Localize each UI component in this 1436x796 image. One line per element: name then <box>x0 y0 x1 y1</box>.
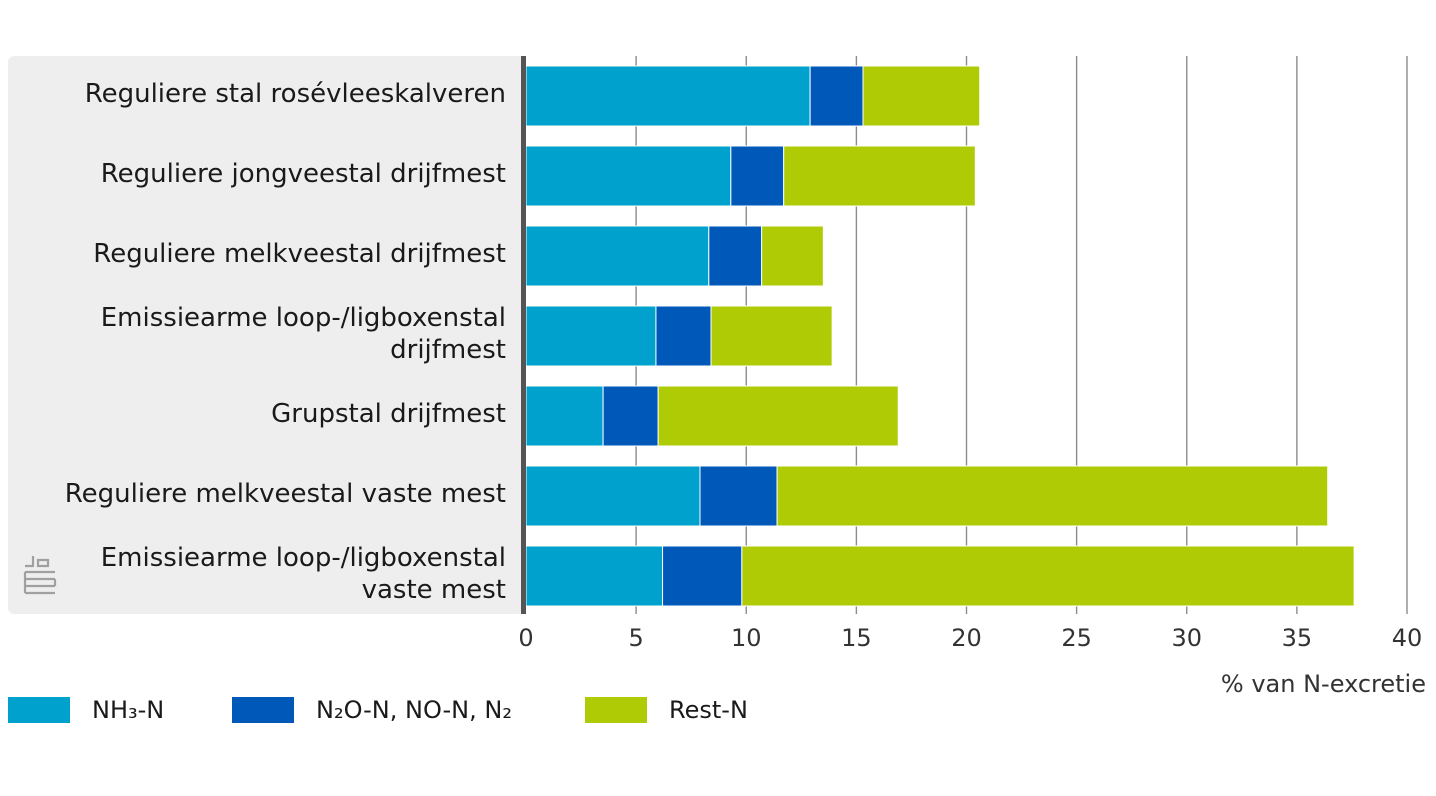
x-tick-label: 5 <box>628 624 644 652</box>
legend-swatch <box>585 697 647 723</box>
legend-item: N₂O-N, NO-N, N₂ <box>232 692 512 728</box>
legend-item: NH₃-N <box>8 692 164 728</box>
x-tick-label: 25 <box>1061 624 1092 652</box>
bar-row0-series0 <box>525 65 811 127</box>
bar-row5-series0 <box>525 465 701 527</box>
bar-row5-series1 <box>699 465 778 527</box>
category-label-line: Reguliere melkveestal drijfmest <box>93 239 506 269</box>
bar-row2-series0 <box>525 225 710 287</box>
category-label: Reguliere melkveestal vaste mest <box>65 478 506 510</box>
category-label-line: Reguliere melkveestal vaste mest <box>64 479 506 509</box>
x-tick-label: 20 <box>951 624 982 652</box>
category-label-line: Reguliere jongveestal drijfmest <box>100 159 506 189</box>
x-tick-label: 15 <box>841 624 872 652</box>
bars <box>525 65 1355 607</box>
category-label-line: Emissiearme loop-/ligboxenstal <box>100 543 506 573</box>
category-label-line: Reguliere stal rosévleeskalveren <box>84 79 506 109</box>
bar-row5-series2 <box>776 465 1329 527</box>
category-label-line: vaste mest <box>361 575 506 605</box>
bar-row3-series2 <box>710 305 833 367</box>
legend-label: Rest-N <box>669 696 748 724</box>
category-label: Reguliere stal rosévleeskalveren <box>85 78 506 110</box>
bar-row6-series1 <box>662 545 743 607</box>
legend-swatch <box>232 697 294 723</box>
bar-row4-series0 <box>525 385 604 447</box>
bar-row0-series1 <box>809 65 864 127</box>
cbs-logo <box>23 556 57 595</box>
bar-row3-series1 <box>655 305 712 367</box>
bar-row4-series1 <box>602 385 659 447</box>
category-label-line: drijfmest <box>390 335 506 365</box>
bar-row6-series0 <box>525 545 664 607</box>
x-tick-label: 10 <box>730 624 762 652</box>
bar-row2-series1 <box>708 225 763 287</box>
bar-row2-series2 <box>761 225 824 287</box>
x-tick-label: 35 <box>1281 624 1313 652</box>
legend-label: N₂O-N, NO-N, N₂ <box>316 696 512 724</box>
x-tick-label: 40 <box>1391 624 1423 652</box>
bar-row3-series0 <box>525 305 657 367</box>
label-panel-background <box>8 56 524 614</box>
category-label: Reguliere melkveestal drijfmest <box>93 238 506 270</box>
x-tick-label: 30 <box>1171 624 1203 652</box>
bar-row6-series2 <box>741 545 1355 607</box>
bar-row1-series2 <box>783 145 976 207</box>
bar-row1-series1 <box>730 145 785 207</box>
bar-row4-series2 <box>657 385 899 447</box>
category-label-line: Emissiearme loop-/ligboxenstal <box>100 303 506 333</box>
legend-label: NH₃-N <box>92 696 165 724</box>
y-axis-line <box>521 56 526 614</box>
category-label: Reguliere jongveestal drijfmest <box>101 158 506 190</box>
bar-row1-series0 <box>525 145 732 207</box>
bar-row0-series2 <box>862 65 981 127</box>
x-axis-label: % van N-excretie <box>1220 670 1426 698</box>
legend-swatch <box>8 697 70 723</box>
category-label-line: Grupstal drijfmest <box>271 399 506 429</box>
legend-item: Rest-N <box>585 692 748 728</box>
category-label: Grupstal drijfmest <box>271 398 506 430</box>
category-label: Emissiearme loop-/ligboxenstal vaste mest <box>101 542 506 606</box>
x-tick-label: 0 <box>518 624 534 652</box>
category-label: Emissiearme loop-/ligboxenstal drijfmest <box>101 302 506 366</box>
